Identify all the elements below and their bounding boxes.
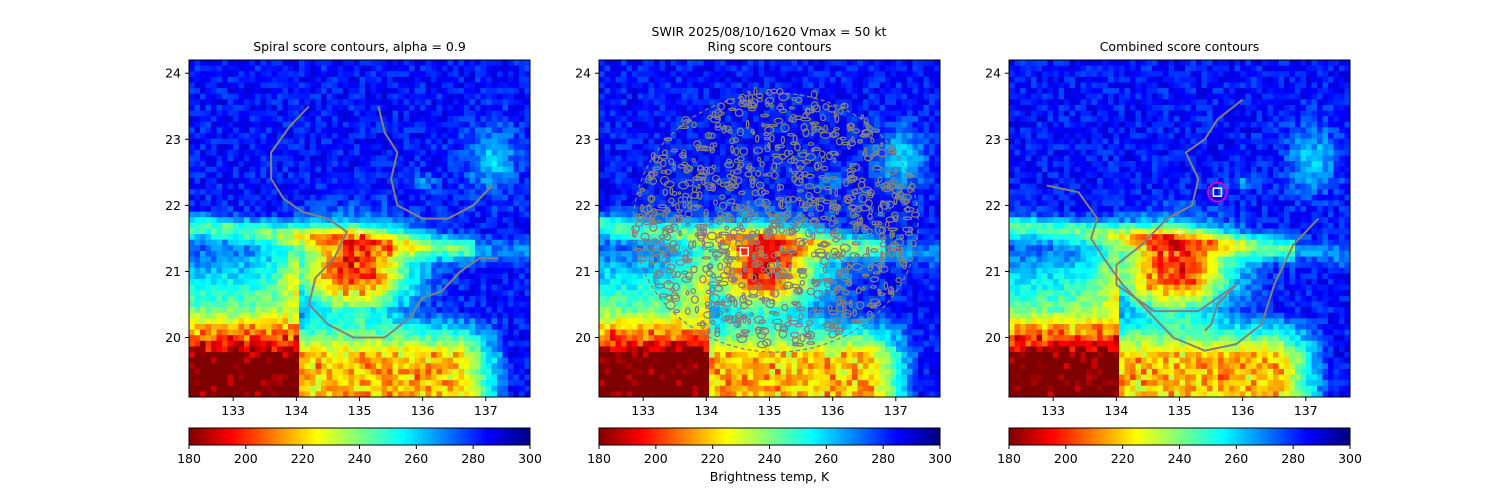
center-square-marker <box>739 246 749 257</box>
brightness-temp-heatmap <box>599 60 940 397</box>
center-circle-marker <box>1206 181 1228 203</box>
y-tick-label: 23 <box>575 132 591 147</box>
figure-suptitle: SWIR 2025/08/10/1620 Vmax = 50 kt <box>652 24 887 39</box>
colorbar-3: 180 200 220 240 260 280 300 <box>997 427 1362 466</box>
y-tick-label: 21 <box>165 264 181 279</box>
colorbar-tick-label: 240 <box>758 451 782 466</box>
panel-3: Combined score contours 133 134 135 136 137 20… <box>985 39 1362 466</box>
x-tick-label: 137 <box>884 403 908 418</box>
colorbar-tick-label: 300 <box>1338 451 1362 466</box>
colorbar-tick-label: 260 <box>404 451 428 466</box>
combined-contour-b <box>1046 184 1320 352</box>
colorbar-2: 180 200 220 240 260 280 300 Brightness temp, K <box>587 427 952 484</box>
y-tick-label: 24 <box>985 66 1001 81</box>
colorbar-tick-label: 220 <box>701 451 725 466</box>
colorbar-tick-label: 240 <box>348 451 372 466</box>
x-tick-label: 134 <box>694 403 718 418</box>
y-tick-label: 20 <box>985 330 1001 345</box>
y-tick-label: 20 <box>575 330 591 345</box>
spiral-contour-a <box>270 105 499 339</box>
x-tick-label: 133 <box>631 403 655 418</box>
combined-contour-a <box>1115 98 1244 332</box>
colorbar-tick-label: 280 <box>871 451 895 466</box>
y-tick-label: 21 <box>985 264 1001 279</box>
x-tick-label: 133 <box>1041 403 1065 418</box>
x-tick-label: 135 <box>1168 403 1192 418</box>
colorbar-tick-label: 300 <box>518 451 542 466</box>
panel-2: Ring score contours 133 134 135 136 137 20 21 22… <box>575 39 952 484</box>
colorbar-tick-label: 200 <box>644 451 668 466</box>
colorbar-tick-label: 240 <box>1168 451 1192 466</box>
x-tick-label: 133 <box>221 403 245 418</box>
panel-1-title: Spiral score contours, alpha = 0.9 <box>253 39 466 54</box>
y-tick-label: 21 <box>575 264 591 279</box>
colorbar-tick-label: 180 <box>587 451 611 466</box>
y-tick-label: 23 <box>165 132 181 147</box>
brightness-temp-heatmap <box>189 60 530 397</box>
y-tick-label: 22 <box>985 198 1001 213</box>
x-tick-label: 134 <box>284 403 308 418</box>
center-square-marker <box>1212 187 1223 197</box>
colorbar-tick-label: 200 <box>234 451 258 466</box>
x-tick-label: 137 <box>474 403 498 418</box>
colorbar-tick-label: 180 <box>997 451 1021 466</box>
panel-3-title: Combined score contours <box>1100 39 1260 54</box>
y-tick-label: 20 <box>165 330 181 345</box>
x-tick-label: 134 <box>1104 403 1128 418</box>
x-tick-label: 135 <box>348 403 372 418</box>
colorbar-tick-label: 180 <box>177 451 201 466</box>
x-tick-label: 135 <box>758 403 782 418</box>
colorbar-tick-label: 260 <box>1224 451 1248 466</box>
colorbar-tick-label: 220 <box>291 451 315 466</box>
ring-score-contours <box>631 86 920 353</box>
x-tick-label: 137 <box>1294 403 1318 418</box>
x-tick-label: 136 <box>411 403 435 418</box>
y-tick-label: 22 <box>165 198 181 213</box>
panel-2-title: Ring score contours <box>707 39 831 54</box>
colorbar-1: 180 200 220 240 260 280 300 <box>177 427 542 466</box>
y-tick-label: 24 <box>575 66 591 81</box>
y-tick-label: 22 <box>575 198 591 213</box>
center-plus-marker <box>1175 227 1184 236</box>
center-plus-marker <box>355 227 364 236</box>
colorbar-tick-label: 200 <box>1054 451 1078 466</box>
y-tick-label: 24 <box>165 66 181 81</box>
x-tick-label: 136 <box>1231 403 1255 418</box>
colorbar-label: Brightness temp, K <box>710 469 830 484</box>
brightness-temp-heatmap <box>1009 60 1350 397</box>
x-tick-label: 136 <box>821 403 845 418</box>
colorbar-tick-label: 300 <box>928 451 952 466</box>
colorbar-tick-label: 280 <box>461 451 485 466</box>
y-tick-label: 23 <box>985 132 1001 147</box>
colorbar-tick-label: 280 <box>1281 451 1305 466</box>
colorbar-tick-label: 260 <box>814 451 838 466</box>
spiral-contour-b <box>377 106 493 220</box>
colorbar-tick-label: 220 <box>1111 451 1135 466</box>
panel-1: Spiral score contours, alpha = 0.9 133 134… <box>165 39 542 466</box>
